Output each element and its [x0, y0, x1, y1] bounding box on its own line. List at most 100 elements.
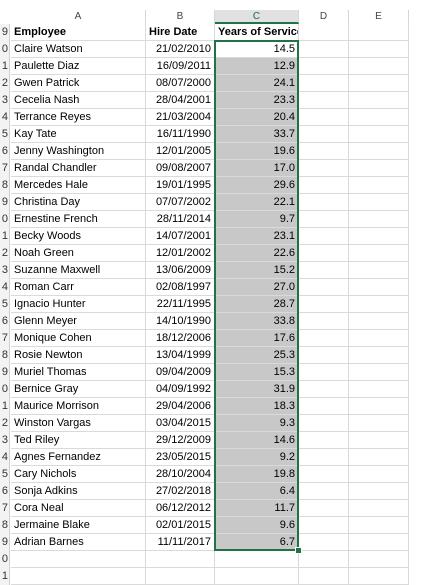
empty-cell[interactable] [349, 24, 409, 41]
empty-cell[interactable] [349, 143, 409, 160]
empty-cell[interactable] [349, 432, 409, 449]
empty-cell[interactable] [299, 432, 349, 449]
years-of-service-cell[interactable]: 14.6 [215, 432, 299, 449]
row-header[interactable]: 4 [0, 109, 10, 126]
empty-cell[interactable] [349, 568, 409, 585]
years-of-service-cell[interactable]: 25.3 [215, 347, 299, 364]
hire-date-cell[interactable]: 09/08/2007 [146, 160, 215, 177]
years-of-service-cell[interactable]: 31.9 [215, 381, 299, 398]
row-header[interactable]: 0 [0, 381, 10, 398]
employee-name-cell[interactable]: Cary Nichols [11, 466, 146, 483]
hire-date-cell[interactable]: 02/01/2015 [146, 517, 215, 534]
empty-cell[interactable] [299, 398, 349, 415]
row-header[interactable]: 9 [0, 364, 10, 381]
hire-date-cell[interactable]: 16/09/2011 [146, 58, 215, 75]
row-header[interactable]: 0 [0, 551, 10, 568]
header-cell-hire-date[interactable]: Hire Date [146, 24, 215, 41]
hire-date-cell[interactable]: 28/11/2014 [146, 211, 215, 228]
employee-name-cell[interactable]: Cora Neal [11, 500, 146, 517]
years-of-service-cell[interactable]: 33.8 [215, 313, 299, 330]
empty-cell[interactable] [299, 449, 349, 466]
hire-date-cell[interactable]: 23/05/2015 [146, 449, 215, 466]
empty-cell[interactable] [349, 92, 409, 109]
row-header[interactable]: 4 [0, 279, 10, 296]
years-of-service-cell[interactable]: 19.6 [215, 143, 299, 160]
empty-cell[interactable] [349, 262, 409, 279]
empty-cell[interactable] [299, 75, 349, 92]
empty-cell[interactable] [299, 551, 349, 568]
empty-cell[interactable] [349, 330, 409, 347]
row-header[interactable]: 1 [0, 58, 10, 75]
employee-name-cell[interactable]: Monique Cohen [11, 330, 146, 347]
empty-cell[interactable] [349, 211, 409, 228]
empty-cell[interactable] [299, 517, 349, 534]
employee-name-cell[interactable]: Ignacio Hunter [11, 296, 146, 313]
years-of-service-cell[interactable]: 9.2 [215, 449, 299, 466]
empty-cell[interactable] [349, 381, 409, 398]
employee-name-cell[interactable]: Suzanne Maxwell [11, 262, 146, 279]
years-of-service-cell[interactable]: 23.3 [215, 92, 299, 109]
empty-cell[interactable] [299, 483, 349, 500]
column-header-a[interactable]: A [11, 10, 146, 24]
employee-name-cell[interactable]: Sonja Adkins [11, 483, 146, 500]
hire-date-cell[interactable]: 02/08/1997 [146, 279, 215, 296]
hire-date-cell[interactable]: 06/12/2012 [146, 500, 215, 517]
empty-cell[interactable] [349, 58, 409, 75]
employee-name-cell[interactable]: Winston Vargas [11, 415, 146, 432]
employee-name-cell[interactable]: Roman Carr [11, 279, 146, 296]
empty-cell[interactable] [299, 160, 349, 177]
employee-name-cell[interactable]: Maurice Morrison [11, 398, 146, 415]
employee-name-cell[interactable]: Bernice Gray [11, 381, 146, 398]
empty-cell[interactable] [349, 279, 409, 296]
empty-cell[interactable] [299, 58, 349, 75]
empty-cell[interactable] [299, 279, 349, 296]
row-header[interactable]: 4 [0, 449, 10, 466]
employee-name-cell[interactable]: Becky Woods [11, 228, 146, 245]
employee-name-cell[interactable]: Claire Watson [11, 41, 146, 58]
empty-cell[interactable] [299, 364, 349, 381]
years-of-service-cell[interactable]: 22.6 [215, 245, 299, 262]
empty-cell[interactable] [146, 551, 215, 568]
employee-name-cell[interactable]: Kay Tate [11, 126, 146, 143]
employee-name-cell[interactable]: Muriel Thomas [11, 364, 146, 381]
years-of-service-cell[interactable]: 9.3 [215, 415, 299, 432]
empty-cell[interactable] [349, 398, 409, 415]
empty-cell[interactable] [349, 194, 409, 211]
employee-name-cell[interactable]: Ernestine French [11, 211, 146, 228]
empty-cell[interactable] [349, 126, 409, 143]
hire-date-cell[interactable]: 22/11/1995 [146, 296, 215, 313]
empty-cell[interactable] [299, 313, 349, 330]
row-header[interactable]: 5 [0, 296, 10, 313]
hire-date-cell[interactable]: 19/01/1995 [146, 177, 215, 194]
years-of-service-cell[interactable]: 24.1 [215, 75, 299, 92]
empty-cell[interactable] [299, 143, 349, 160]
row-header[interactable]: 5 [0, 466, 10, 483]
years-of-service-cell[interactable]: 6.7 [215, 534, 299, 551]
empty-cell[interactable] [349, 177, 409, 194]
hire-date-cell[interactable]: 08/07/2000 [146, 75, 215, 92]
row-header[interactable]: 0 [0, 41, 10, 58]
hire-date-cell[interactable]: 14/07/2001 [146, 228, 215, 245]
employee-name-cell[interactable]: Rosie Newton [11, 347, 146, 364]
row-header[interactable]: 2 [0, 415, 10, 432]
employee-name-cell[interactable]: Christina Day [11, 194, 146, 211]
row-header[interactable]: 3 [0, 92, 10, 109]
hire-date-cell[interactable]: 21/03/2004 [146, 109, 215, 126]
empty-cell[interactable] [349, 228, 409, 245]
row-header[interactable]: 5 [0, 126, 10, 143]
row-header[interactable]: 2 [0, 75, 10, 92]
row-header[interactable]: 2 [0, 245, 10, 262]
empty-cell[interactable] [11, 551, 146, 568]
empty-cell[interactable] [299, 92, 349, 109]
empty-cell[interactable] [349, 534, 409, 551]
hire-date-cell[interactable]: 21/02/2010 [146, 41, 215, 58]
years-of-service-cell[interactable]: 29.6 [215, 177, 299, 194]
hire-date-cell[interactable]: 09/04/2009 [146, 364, 215, 381]
empty-cell[interactable] [349, 245, 409, 262]
empty-cell[interactable] [299, 568, 349, 585]
years-of-service-cell[interactable]: 22.1 [215, 194, 299, 211]
empty-cell[interactable] [299, 296, 349, 313]
hire-date-cell[interactable]: 28/10/2004 [146, 466, 215, 483]
empty-cell[interactable] [299, 347, 349, 364]
empty-cell[interactable] [299, 330, 349, 347]
